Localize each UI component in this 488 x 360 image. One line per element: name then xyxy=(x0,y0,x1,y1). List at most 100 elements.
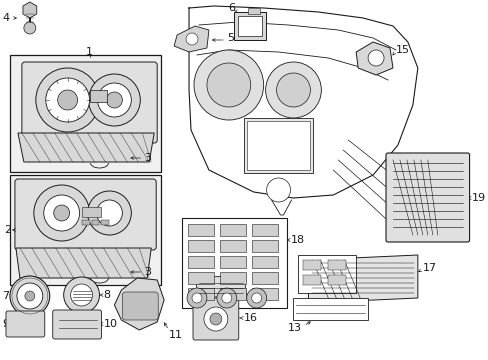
Circle shape xyxy=(266,178,290,202)
Circle shape xyxy=(206,63,250,107)
FancyBboxPatch shape xyxy=(385,153,468,242)
Circle shape xyxy=(276,73,310,107)
Bar xyxy=(298,255,355,293)
Circle shape xyxy=(194,50,263,120)
Circle shape xyxy=(192,293,202,303)
Bar xyxy=(327,260,346,270)
Text: 14: 14 xyxy=(355,300,369,310)
Bar xyxy=(251,256,277,268)
Bar xyxy=(188,272,213,284)
Bar xyxy=(81,207,102,217)
Polygon shape xyxy=(114,278,164,330)
Text: 18: 18 xyxy=(290,235,304,245)
Bar xyxy=(247,8,259,14)
Circle shape xyxy=(54,205,69,221)
Circle shape xyxy=(34,185,89,241)
Circle shape xyxy=(185,33,198,45)
Text: 6: 6 xyxy=(227,3,234,13)
Bar xyxy=(188,256,213,268)
Circle shape xyxy=(25,291,35,301)
Bar xyxy=(188,288,213,300)
Circle shape xyxy=(209,313,222,325)
Text: 2: 2 xyxy=(4,225,11,235)
Bar xyxy=(327,275,346,285)
Bar xyxy=(251,240,277,252)
Bar xyxy=(188,224,213,236)
Bar xyxy=(220,224,245,236)
Circle shape xyxy=(265,62,321,118)
Text: 12: 12 xyxy=(219,267,232,277)
Circle shape xyxy=(44,195,80,231)
Text: 11: 11 xyxy=(169,330,183,340)
Text: 8: 8 xyxy=(103,290,110,300)
Text: 3: 3 xyxy=(144,267,151,277)
Text: 13: 13 xyxy=(287,323,301,333)
FancyBboxPatch shape xyxy=(6,311,45,337)
Bar xyxy=(102,220,109,225)
Bar xyxy=(220,256,245,268)
FancyBboxPatch shape xyxy=(193,298,238,340)
Text: 5: 5 xyxy=(226,33,233,43)
Circle shape xyxy=(10,276,50,316)
Polygon shape xyxy=(308,255,417,303)
Text: 10: 10 xyxy=(103,319,117,329)
Bar xyxy=(10,55,161,172)
Polygon shape xyxy=(16,248,151,278)
Text: 9: 9 xyxy=(2,319,9,329)
Text: 16: 16 xyxy=(243,313,257,323)
Bar xyxy=(251,224,277,236)
Bar xyxy=(220,288,245,300)
Polygon shape xyxy=(355,42,392,75)
Bar xyxy=(81,220,89,225)
FancyBboxPatch shape xyxy=(15,179,156,250)
Circle shape xyxy=(186,288,206,308)
Circle shape xyxy=(17,283,42,309)
Bar xyxy=(188,240,213,252)
Circle shape xyxy=(203,307,227,331)
Circle shape xyxy=(96,200,122,226)
Polygon shape xyxy=(189,6,417,198)
Circle shape xyxy=(24,22,36,34)
Circle shape xyxy=(97,83,131,117)
FancyBboxPatch shape xyxy=(122,292,158,320)
Text: 7: 7 xyxy=(2,291,9,301)
Polygon shape xyxy=(195,275,246,298)
Circle shape xyxy=(87,191,131,235)
Bar xyxy=(237,16,261,36)
Text: 4: 4 xyxy=(2,13,9,23)
Circle shape xyxy=(106,92,122,108)
Circle shape xyxy=(367,50,383,66)
Circle shape xyxy=(58,90,78,110)
Polygon shape xyxy=(18,133,154,162)
FancyBboxPatch shape xyxy=(22,62,157,143)
Circle shape xyxy=(251,293,261,303)
Circle shape xyxy=(70,284,92,306)
Text: 19: 19 xyxy=(470,193,485,203)
Bar xyxy=(182,218,286,308)
Circle shape xyxy=(63,277,99,313)
Circle shape xyxy=(36,68,99,132)
Bar xyxy=(303,275,321,285)
Bar xyxy=(246,121,310,170)
Circle shape xyxy=(217,288,236,308)
Text: 17: 17 xyxy=(422,263,436,273)
Bar xyxy=(220,272,245,284)
Circle shape xyxy=(88,74,140,126)
Bar xyxy=(233,12,265,40)
Bar xyxy=(10,175,161,285)
Bar xyxy=(243,118,313,173)
Bar xyxy=(293,298,367,320)
Bar xyxy=(220,240,245,252)
Bar xyxy=(91,220,99,225)
Circle shape xyxy=(222,293,231,303)
Text: 3: 3 xyxy=(144,153,151,163)
Bar xyxy=(251,288,277,300)
Bar xyxy=(303,260,321,270)
Bar xyxy=(89,90,107,102)
Bar xyxy=(251,272,277,284)
Polygon shape xyxy=(174,26,208,52)
Text: 15: 15 xyxy=(395,45,409,55)
Text: 1: 1 xyxy=(86,47,93,57)
Circle shape xyxy=(246,288,266,308)
Circle shape xyxy=(46,78,89,122)
